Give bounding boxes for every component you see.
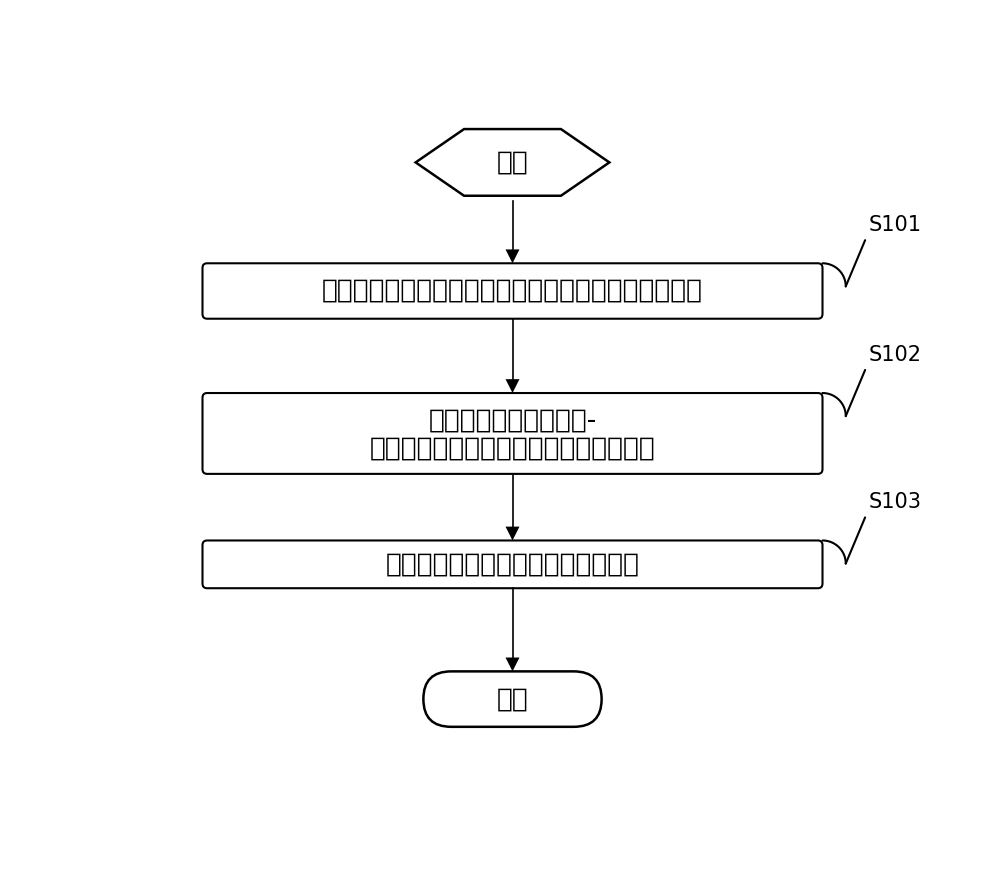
Polygon shape xyxy=(506,379,519,393)
FancyBboxPatch shape xyxy=(202,393,822,473)
Polygon shape xyxy=(506,527,519,541)
Text: S101: S101 xyxy=(869,215,922,235)
FancyBboxPatch shape xyxy=(202,263,822,319)
Polygon shape xyxy=(416,129,609,196)
Text: 结束: 结束 xyxy=(497,686,528,712)
Text: 对充满水的待检锅炉管道进行检测，得到其回波波幅值: 对充满水的待检锅炉管道进行检测，得到其回波波幅值 xyxy=(322,278,703,304)
FancyBboxPatch shape xyxy=(423,672,602,727)
Polygon shape xyxy=(506,250,519,263)
Text: 开始: 开始 xyxy=(497,150,528,175)
Text: S102: S102 xyxy=(869,344,922,365)
FancyBboxPatch shape xyxy=(202,541,822,589)
Text: 氧化皮体积比参考曲线得到氧化皮体积比: 氧化皮体积比参考曲线得到氧化皮体积比 xyxy=(370,435,655,462)
Text: S103: S103 xyxy=(869,492,922,512)
Polygon shape xyxy=(506,658,519,672)
Text: 根据回波波幅值从波幅-: 根据回波波幅值从波幅- xyxy=(428,407,597,434)
Text: 根据氧化皮体积比输出处理建议信息: 根据氧化皮体积比输出处理建议信息 xyxy=(386,551,640,577)
